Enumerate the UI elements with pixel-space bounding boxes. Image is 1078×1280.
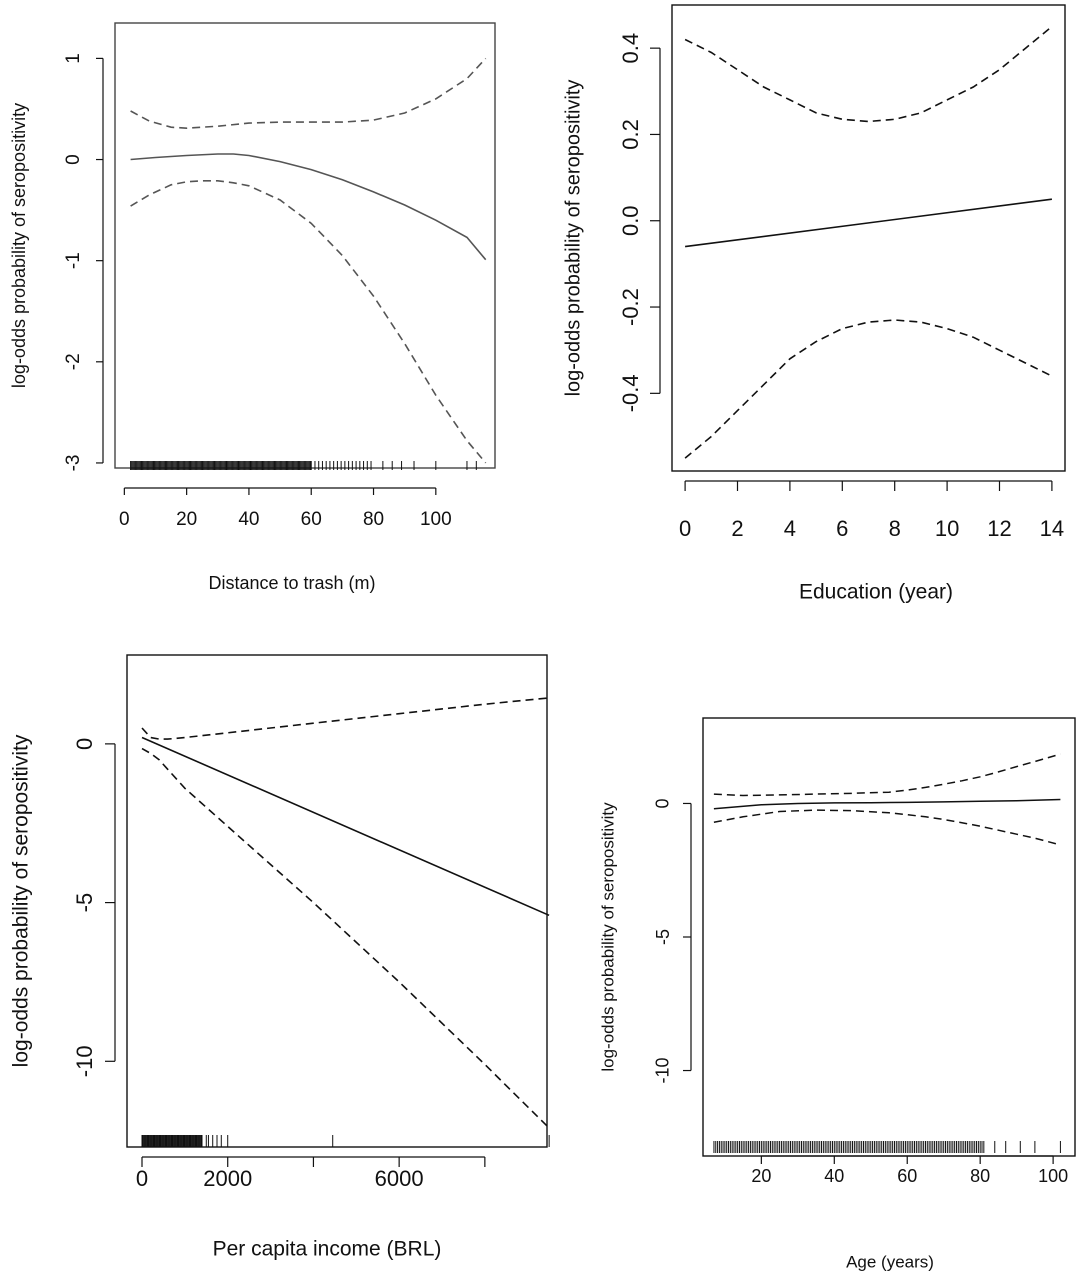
confidence-band-line [130,180,487,464]
y-axis-label: log-odds probability of seropositivity [598,802,617,1072]
y-tick-label: -3 [63,454,84,471]
x-axis-label: Distance to trash (m) [208,573,375,593]
confidence-band-line [141,697,550,740]
y-tick-label: -10 [653,1058,673,1084]
y-tick-label: -5 [653,929,673,945]
chart-panel-age: 20 40 60 80 100 -10 -5 0 Age (years) log-odds pro… [598,717,1076,1271]
y-tick-label: -10 [72,1045,97,1077]
x-tick-label: 8 [889,516,901,541]
x-tick-label: 2 [731,516,743,541]
y-tick-label: -0.4 [618,374,643,412]
confidence-band-line [141,747,550,1129]
y-axis-label: log-odds probability of seropositivity [9,103,29,388]
x-tick-label: 14 [1040,516,1064,541]
x-tick-label: 4 [784,516,796,541]
estimate-line [684,198,1053,248]
y-tick-label: 1 [63,53,84,64]
x-tick-label: 6 [836,516,848,541]
y-tick-label: -5 [72,893,97,913]
chart-panel-distance-to-trash: 0 20 40 60 80 100 -3 -2 -1 0 1 Distance to trash (m… [9,22,496,593]
y-axis-label: log-odds probability of seropositivity [10,734,33,1067]
x-tick-label: 80 [363,509,384,530]
x-tick-label: 12 [987,516,1011,541]
y-tick-label: 0.4 [618,33,643,64]
y-tick-label: -2 [63,353,84,370]
confidence-band-line [684,25,1053,123]
y-tick-label: 0 [63,154,84,165]
plot-frame [702,717,1076,1157]
x-tick-label: 0 [136,1166,148,1191]
chart-panel-education: 0 2 4 6 8 10 12 14 -0.4 -0.2 0.0 0.2 0.4 Education (y… [562,4,1066,604]
rug-marks [141,1135,550,1147]
x-tick-label: 0 [119,509,130,530]
x-tick-label: 20 [176,509,197,530]
plot-frame [126,654,548,1148]
plot-frame [114,22,496,469]
plot-frame [671,4,1066,472]
y-tick-label: 0 [72,738,97,750]
x-tick-label: 0 [679,516,691,541]
x-axis-label: Age (years) [846,1252,934,1271]
confidence-band-line [130,57,487,130]
y-tick-label: 0.2 [618,119,643,150]
x-tick-label: 80 [970,1166,990,1186]
x-tick-label: 40 [824,1166,844,1186]
y-tick-label: -1 [63,252,84,269]
estimate-line [141,736,550,917]
estimate-line [130,153,487,261]
x-tick-label: 100 [420,509,452,530]
x-axis-label: Education (year) [799,581,953,604]
confidence-band-line [684,319,1053,459]
x-tick-label: 60 [897,1166,917,1186]
x-tick-label: 60 [301,509,322,530]
estimate-line [713,798,1061,810]
x-tick-label: 10 [935,516,959,541]
y-tick-label: -0.2 [618,288,643,326]
y-tick-label: 0 [653,798,673,808]
rug-marks [130,461,477,470]
chart-panel-per-capita-income: 0 2000 6000 -10 -5 0 Per capita income (BRL) lo… [10,654,550,1261]
x-tick-label: 6000 [375,1166,424,1191]
y-axis-label: log-odds probability of seropositivity [562,80,584,397]
confidence-band-line [713,753,1061,797]
x-tick-label: 20 [751,1166,771,1186]
x-axis-label: Per capita income (BRL) [213,1238,442,1261]
x-tick-label: 40 [238,509,259,530]
confidence-band-line [713,809,1061,846]
x-tick-label: 100 [1038,1166,1068,1186]
y-tick-label: 0.0 [618,205,643,236]
rug-marks [713,1141,1061,1153]
x-tick-label: 2000 [203,1166,252,1191]
